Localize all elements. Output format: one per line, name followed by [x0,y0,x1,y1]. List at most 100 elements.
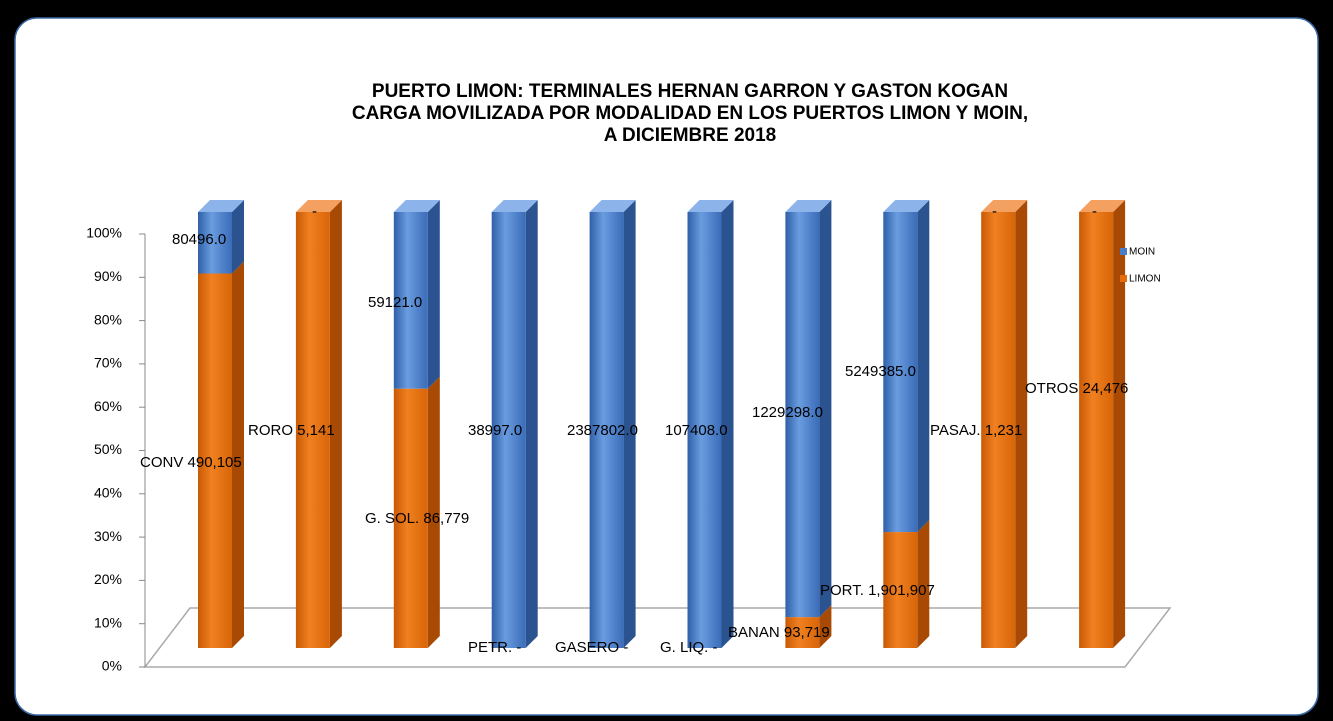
y-tick-label: 60% [94,398,122,414]
data-label: 38997.0 [468,422,522,439]
value-label: 1,901,907 [868,582,935,599]
value-label: 93,719 [784,624,830,641]
category-label: BANAN [728,624,780,641]
data-label: 107408.0 [665,422,728,439]
bar [198,261,244,648]
bar-top [1079,200,1126,212]
value-label: - [1092,203,1097,220]
value-label: 59121.0 [368,294,422,311]
bar-top [491,200,538,212]
floor [143,607,1172,668]
bar-front [295,212,330,648]
bar-front [198,212,232,274]
data-label: G. LIQ. - [660,639,718,656]
bar [393,376,440,648]
bar-front [785,617,820,648]
bar [785,605,832,648]
value-label: 24,476 [1083,380,1129,397]
bar-front [393,212,428,389]
y-tick-label: 10% [94,614,122,630]
value-label: 80496.0 [172,231,226,248]
value-label: 5249385.0 [845,363,916,380]
data-label: G. SOL. 86,779 [365,510,469,527]
category-label: CONV [140,454,183,471]
data-label: PETR. - [468,639,521,656]
value-label: - [992,203,997,220]
value-label: - [623,639,628,656]
category-label: OTROS [1025,380,1078,397]
value-label: - [713,639,718,656]
bar-top [589,200,636,212]
title: PUERTO LIMON: TERMINALES HERNAN GARRON Y… [352,81,1028,146]
bar [491,200,538,648]
bar-front [589,212,624,648]
data-label: OTROS 24,476 [1025,380,1128,397]
value-label: 107408.0 [665,422,728,439]
value-label: - [516,639,521,656]
chart-title: A DICIEMBRE 2018 [604,125,776,146]
category-label: GASERO [555,639,619,656]
bar-front [687,212,722,648]
bar-front [883,532,918,648]
data-label: RORO 5,141 [248,422,335,439]
bar-side [1015,200,1028,648]
value-label: 38997.0 [468,422,522,439]
bar-side [232,261,244,648]
value-label: 490,105 [188,454,242,471]
data-label: - [312,203,317,220]
bar-side [329,200,342,648]
bar [295,200,342,648]
legend-swatch [1120,275,1127,282]
bar-side [525,200,538,648]
bar [785,200,832,618]
bar-top [981,200,1028,212]
data-label: 1229298.0 [752,404,823,421]
value-label: 86,779 [423,510,469,527]
y-tick-label: 50% [94,441,122,457]
bar-side [819,605,832,648]
legend-label: MOIN [1129,247,1155,258]
bar-top [687,200,734,212]
data-label: 59121.0 [368,294,422,311]
value-label: 1,231 [985,422,1023,439]
bar [198,200,244,274]
bar [687,200,734,648]
y-tick-label: 80% [94,311,122,327]
bar-side [917,520,930,648]
bar-top [883,200,930,212]
chart-title: PUERTO LIMON: TERMINALES HERNAN GARRON Y… [372,81,1008,102]
bar [981,200,1028,648]
bar-side [427,200,440,389]
category-label: G. SOL. [365,510,419,527]
value-label: 2387802.0 [567,422,638,439]
category-label: RORO [248,422,293,439]
data-label: 5249385.0 [845,363,916,380]
bar-front [785,212,820,618]
legend-swatch [1120,248,1127,255]
y-tick-label: 0% [102,658,122,674]
bar [589,200,636,648]
category-label: G. LIQ. [660,639,708,656]
data-label: 80496.0 [172,231,226,248]
bar-side [232,200,244,274]
bar [883,200,930,533]
category-label: PETR. [468,639,512,656]
bar-side [917,200,930,533]
chart-title: CARGA MOVILIZADA POR MODALIDAD EN LOS PU… [352,103,1028,124]
data-label: - [1092,203,1097,220]
bar-front [981,212,1016,648]
bar-side [819,200,832,618]
category-label: PASAJ. [930,422,981,439]
value-label: - [312,203,317,220]
bar-front [393,388,428,648]
category-label: PORT. [820,582,864,599]
y-tick-label: 40% [94,485,122,501]
y-tick-label: 100% [86,225,122,241]
y-tick-label: 70% [94,355,122,371]
bar-side [721,200,734,648]
bar-top [295,200,342,212]
bar-side [1113,200,1126,648]
y-tick-label: 30% [94,528,122,544]
